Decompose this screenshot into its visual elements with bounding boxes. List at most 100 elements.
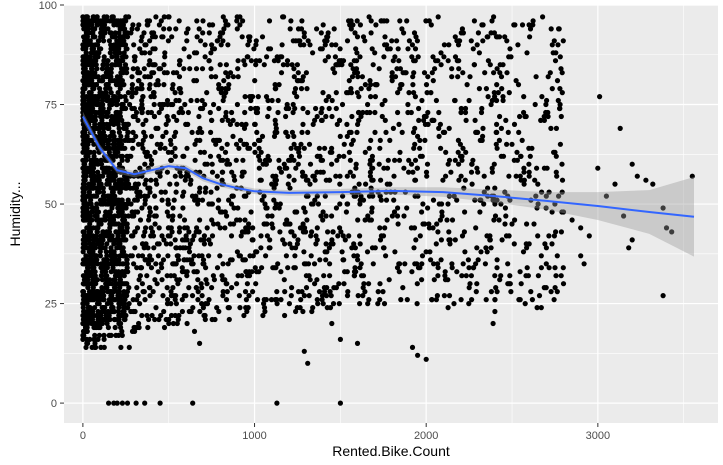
data-point [400, 285, 406, 291]
data-point [115, 233, 121, 239]
data-point [125, 197, 131, 203]
data-point [163, 316, 169, 323]
data-point [259, 133, 266, 139]
data-point [248, 94, 254, 100]
data-point [280, 62, 286, 68]
data-point [494, 197, 500, 203]
data-point [262, 308, 268, 315]
data-point [534, 305, 540, 311]
data-point [111, 185, 117, 191]
data-point [126, 301, 132, 307]
data-point [101, 261, 107, 267]
data-point [288, 18, 294, 24]
data-point [310, 305, 316, 311]
data-point [303, 273, 309, 279]
data-point [444, 217, 450, 223]
data-point [104, 241, 110, 247]
data-point [133, 400, 139, 406]
data-point [94, 229, 100, 235]
data-point [107, 209, 113, 215]
data-point [278, 70, 285, 76]
data-point [114, 38, 120, 44]
data-point [81, 261, 87, 267]
data-point [423, 169, 430, 175]
data-point [139, 109, 145, 116]
data-point [468, 38, 474, 44]
data-point [80, 289, 86, 295]
data-point [545, 74, 551, 80]
data-point [491, 70, 497, 76]
data-point [98, 344, 104, 350]
data-point [396, 269, 402, 275]
data-point [475, 169, 481, 175]
data-point [119, 165, 125, 171]
data-point [518, 153, 524, 159]
scatter-points [80, 14, 695, 406]
data-point [144, 273, 150, 279]
data-point [104, 62, 110, 68]
data-point [447, 237, 453, 243]
data-point [333, 285, 339, 291]
data-point [300, 74, 306, 80]
data-point [122, 181, 128, 187]
data-point [529, 145, 535, 151]
data-point [186, 249, 193, 255]
data-point [215, 221, 221, 227]
data-point [423, 249, 429, 255]
data-point [219, 209, 225, 215]
data-point [173, 301, 179, 307]
data-point [475, 257, 481, 263]
data-point [241, 257, 247, 263]
data-point [206, 58, 212, 64]
data-point [471, 62, 477, 68]
data-point [124, 229, 130, 235]
data-point [368, 30, 374, 36]
data-point [81, 332, 87, 338]
data-point [348, 86, 354, 92]
data-point [249, 237, 255, 243]
data-point [387, 137, 393, 143]
data-point [115, 289, 121, 295]
data-point [595, 165, 601, 171]
data-point [436, 109, 442, 116]
data-point [314, 193, 320, 199]
data-point [387, 46, 393, 52]
data-point [292, 253, 298, 259]
data-point [139, 97, 145, 104]
data-point [116, 320, 122, 327]
data-point [90, 225, 96, 231]
data-point [86, 217, 92, 223]
data-point [358, 113, 364, 120]
data-point [85, 285, 91, 291]
data-point [176, 312, 182, 319]
data-point [455, 42, 462, 48]
data-point [122, 66, 128, 72]
data-point [199, 66, 206, 72]
data-point [187, 181, 193, 187]
data-point [276, 157, 282, 163]
data-point [251, 141, 258, 147]
data-point [369, 205, 375, 211]
data-point [229, 193, 235, 199]
data-point [502, 189, 508, 195]
data-point [132, 54, 138, 60]
data-point [439, 201, 445, 207]
data-point [271, 133, 278, 139]
data-point [291, 66, 297, 72]
y-tick-label: 75 [45, 100, 57, 112]
data-point [80, 193, 86, 199]
data-point [83, 169, 89, 175]
data-point [97, 245, 103, 251]
data-point [481, 189, 487, 195]
data-point [153, 305, 159, 311]
data-point [91, 58, 97, 64]
data-point [395, 109, 401, 116]
data-point [339, 249, 345, 255]
data-point [451, 301, 457, 307]
data-point [100, 129, 107, 135]
data-point [370, 261, 376, 267]
data-point [80, 213, 86, 219]
data-point [194, 137, 200, 143]
data-point [554, 78, 561, 84]
data-point [301, 145, 307, 151]
